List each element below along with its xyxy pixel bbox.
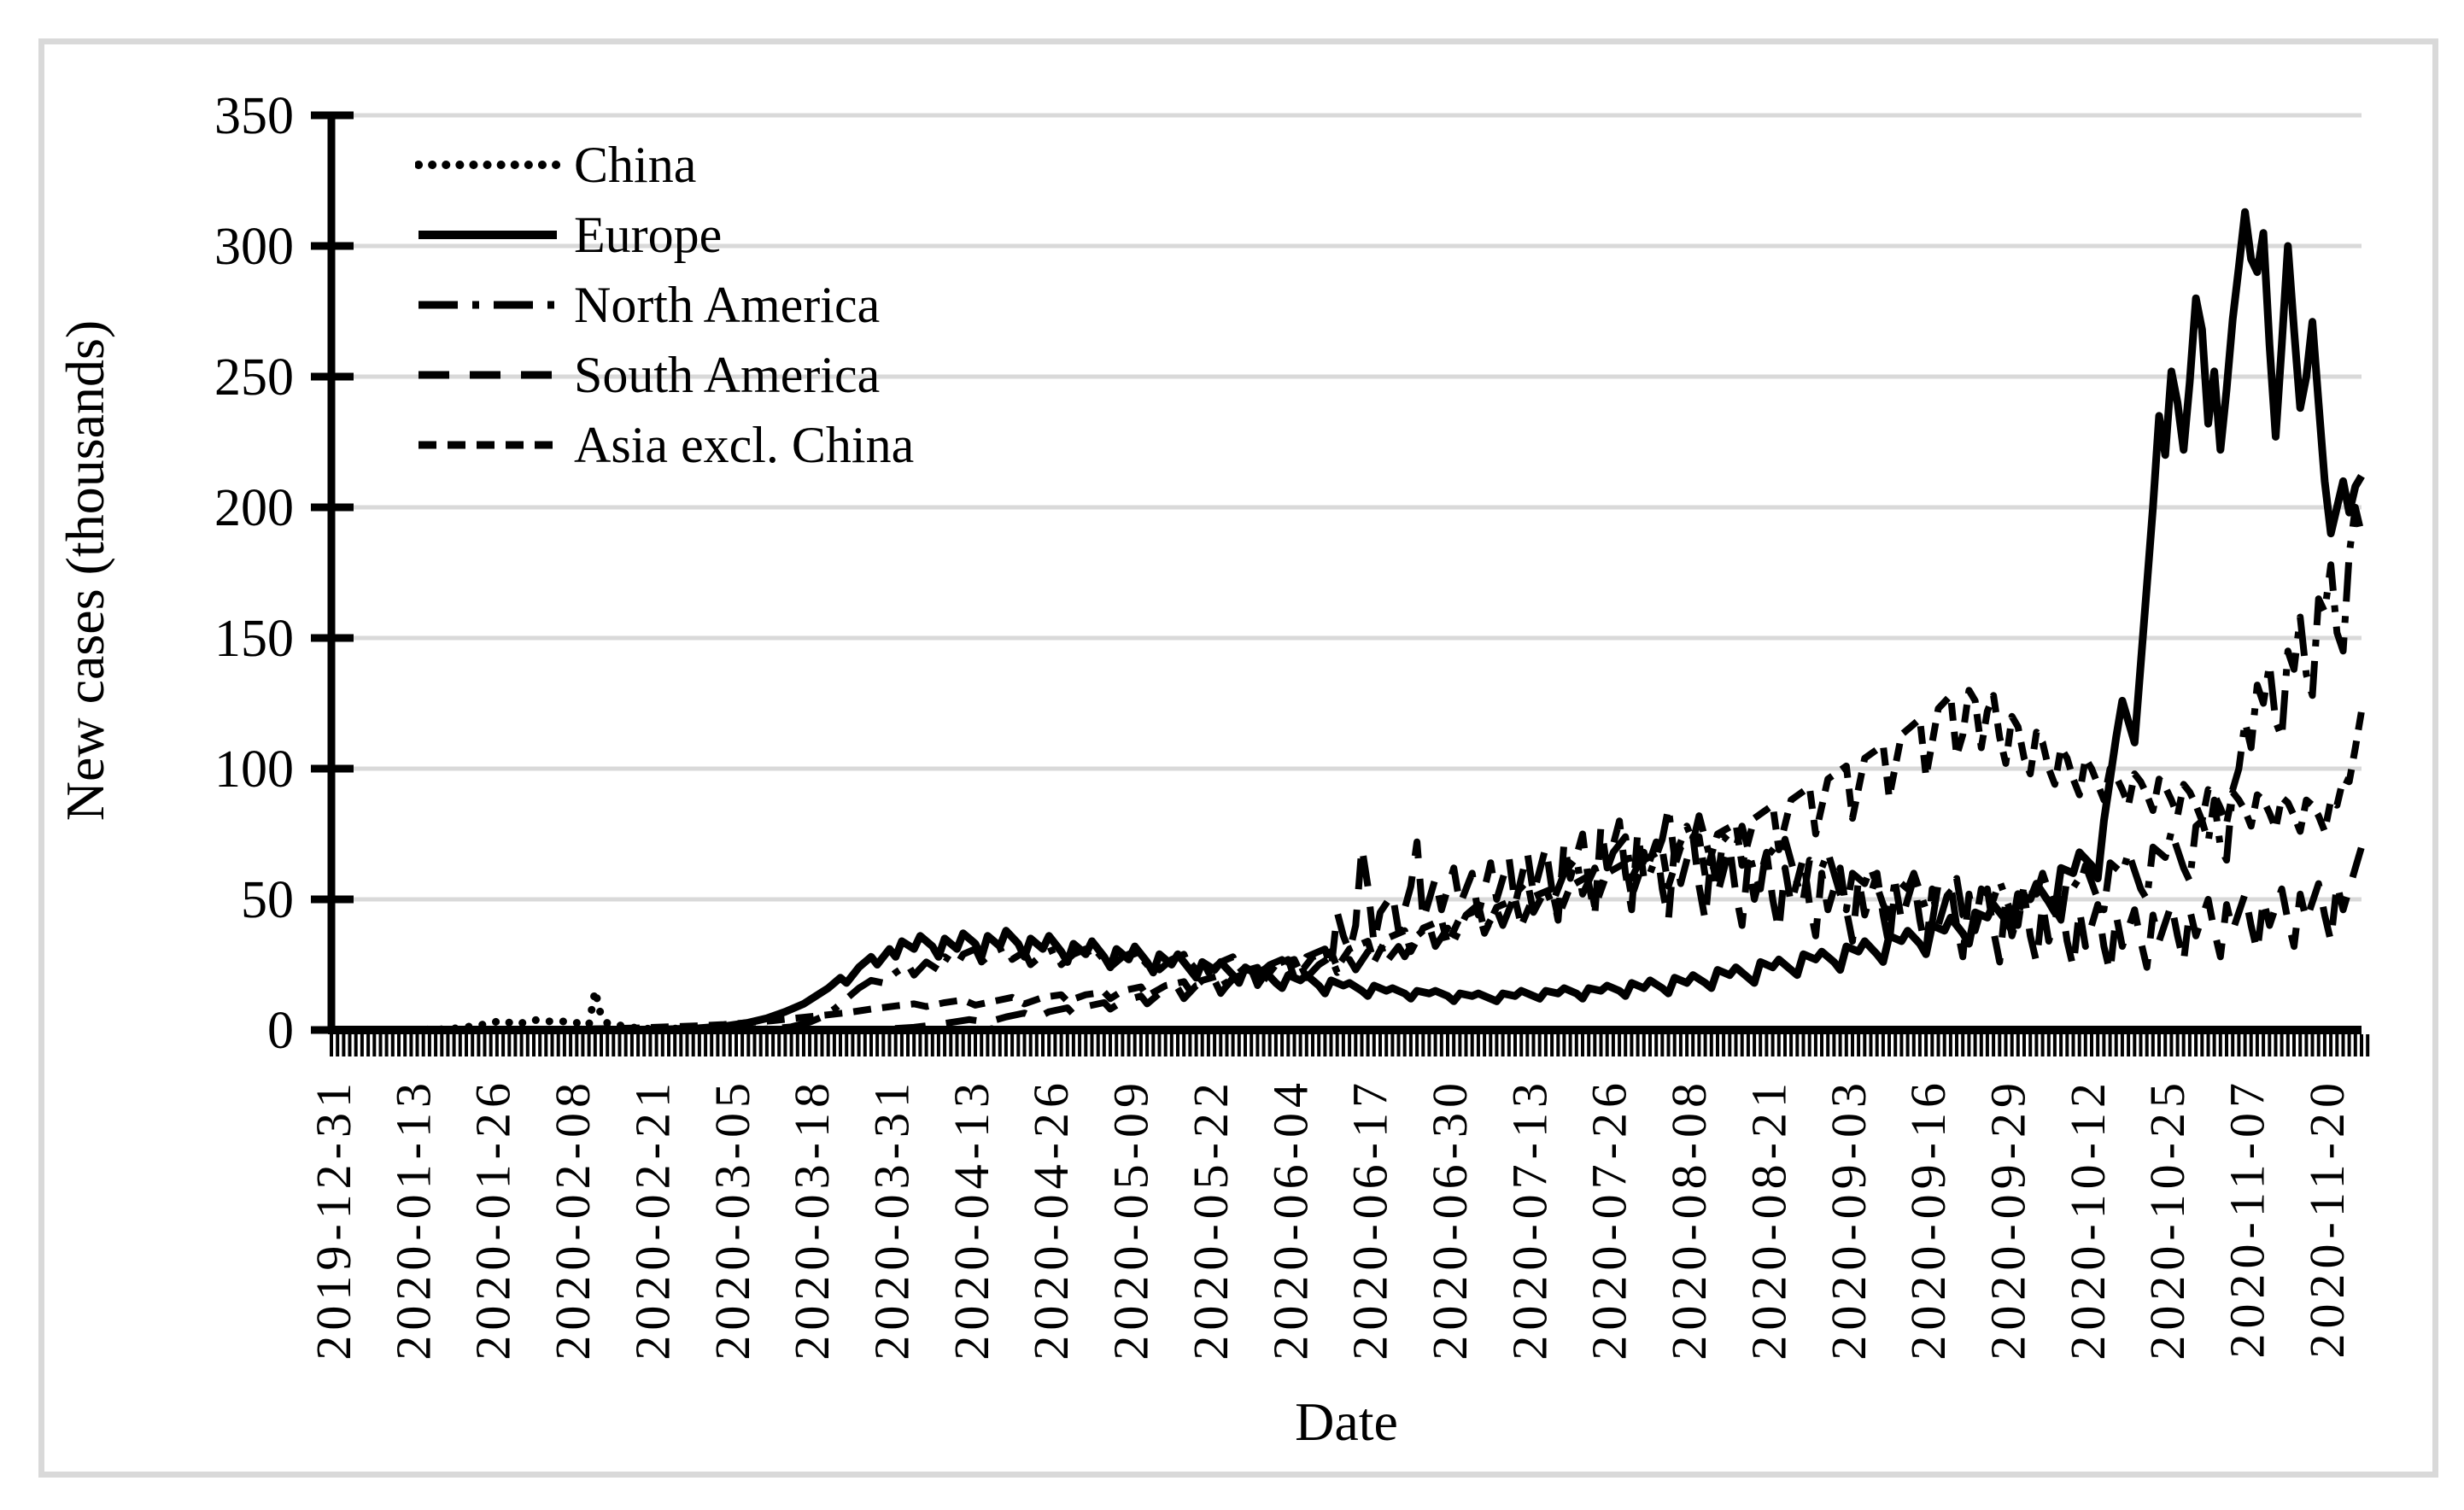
x-tick-label: 2020-08-21 <box>1741 1078 1796 1361</box>
legend-item-north-america: North America <box>415 270 914 340</box>
x-tick-label: 2020-04-26 <box>1023 1078 1079 1361</box>
x-tick-label: 2020-03-05 <box>705 1078 760 1361</box>
legend-item-europe: Europe <box>415 200 914 270</box>
x-tick-label: 2020-11-20 <box>2299 1078 2355 1358</box>
y-tick-label: 200 <box>214 479 294 537</box>
legend-label: China <box>574 137 697 193</box>
x-axis-title: Date <box>1295 1391 1398 1452</box>
y-tick-label: 100 <box>214 740 294 799</box>
x-tick-label: 2020-07-26 <box>1582 1078 1637 1361</box>
legend-label: Asia excl. China <box>574 417 915 473</box>
y-tick-label: 50 <box>241 871 294 929</box>
y-tick-label: 250 <box>214 348 294 407</box>
x-tick-label: 2020-03-18 <box>784 1078 840 1361</box>
y-tick-label: 300 <box>214 218 294 276</box>
x-axis-daily-ticks <box>330 1034 2370 1056</box>
series-line-south-america <box>331 817 2365 1033</box>
x-tick-label: 2020-01-26 <box>465 1078 521 1361</box>
x-tick-label: 2020-02-08 <box>545 1078 600 1361</box>
x-tick-label: 2020-11-07 <box>2220 1078 2275 1358</box>
legend-label: South America <box>574 347 881 403</box>
legend-swatch-long-dash-line <box>418 371 557 379</box>
y-tick-label: 0 <box>267 1002 294 1060</box>
x-tick-label: 2020-07-13 <box>1501 1078 1557 1361</box>
legend-swatch-dotted-line <box>415 161 560 169</box>
x-tick-label: 2020-09-29 <box>1980 1078 2035 1361</box>
legend-item-asia-excl-china: Asia excl. China <box>415 410 914 480</box>
x-tick-label: 2020-09-16 <box>1900 1078 1956 1361</box>
legend-item-china: China <box>415 130 914 200</box>
x-tick-label: 2020-04-13 <box>944 1078 999 1361</box>
legend-item-south-america: South America <box>415 340 914 410</box>
x-tick-label: 2019-12-31 <box>306 1078 361 1361</box>
legend-swatch-short-dash-line <box>418 441 557 449</box>
y-axis-title: New cases (thousands) <box>55 319 115 822</box>
y-tick-label: 350 <box>214 87 294 145</box>
legend-swatch-dash-dot-line <box>418 301 557 309</box>
x-tick-label: 2020-10-25 <box>2139 1078 2195 1361</box>
legend-label: North America <box>574 277 881 333</box>
series-line-north-america <box>331 504 2365 1033</box>
legend: China Europe North America South America Asi… <box>415 130 914 480</box>
x-tick-label: 2020-10-12 <box>2060 1078 2116 1361</box>
y-tick-label: 150 <box>214 610 294 668</box>
x-tick-label: 2020-06-17 <box>1343 1078 1398 1361</box>
x-tick-label: 2020-05-22 <box>1183 1078 1238 1361</box>
x-tick-label: 2020-02-21 <box>624 1078 680 1361</box>
series-line-asia-excl-china <box>331 687 2365 1033</box>
x-tick-label: 2020-09-03 <box>1821 1078 1876 1361</box>
x-tick-label: 2020-01-13 <box>385 1078 441 1361</box>
x-tick-label: 2020-06-30 <box>1422 1078 1478 1361</box>
legend-swatch-solid-line <box>418 231 557 239</box>
x-tick-label: 2020-06-04 <box>1262 1078 1318 1361</box>
x-tick-label: 2020-08-08 <box>1661 1078 1717 1361</box>
x-tick-label: 2020-05-09 <box>1103 1078 1159 1361</box>
x-tick-label: 2020-03-31 <box>863 1078 919 1361</box>
series-line-china <box>327 986 2366 1034</box>
figure-border <box>38 38 2438 1478</box>
legend-label: Europe <box>574 207 723 263</box>
series-line-europe <box>331 208 2365 1034</box>
